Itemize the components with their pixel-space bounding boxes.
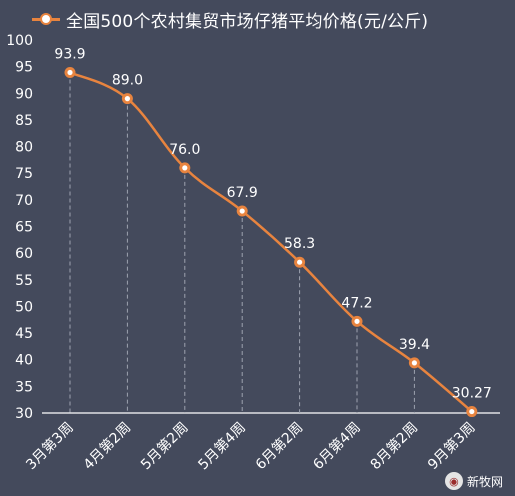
data-point-center (354, 318, 360, 324)
x-tick-label: 8月第2周 (367, 419, 421, 473)
x-tick-label: 3月第3周 (23, 419, 77, 473)
data-label: 30.27 (452, 386, 492, 402)
data-label: 76.0 (169, 142, 200, 158)
y-tick-label: 100 (6, 33, 33, 49)
y-tick-label: 70 (15, 193, 33, 209)
data-point-center (182, 165, 188, 171)
data-point-center (124, 96, 130, 102)
chart-legend: 全国500个农村集贸市场仔猪平均价格(元/公斤) (32, 6, 428, 32)
legend-swatch (32, 12, 60, 26)
y-tick-label: 50 (15, 299, 33, 315)
data-label: 58.3 (284, 236, 315, 252)
logo-icon: ◉ (444, 472, 463, 490)
data-point-center (67, 69, 73, 76)
data-label: 67.9 (227, 185, 258, 201)
y-tick-label: 65 (15, 220, 33, 236)
data-point-center (469, 408, 475, 415)
x-tick-label: 9月第3周 (424, 419, 478, 473)
data-label: 39.4 (399, 337, 430, 353)
x-tick-label: 4月第2周 (80, 419, 134, 473)
y-tick-label: 40 (15, 353, 33, 369)
x-tick-label: 5月第4周 (195, 419, 249, 473)
y-tick-label: 60 (15, 246, 33, 262)
watermark-text: 新牧网 (466, 474, 503, 489)
data-label: 47.2 (341, 295, 372, 311)
y-tick-label: 80 (15, 140, 33, 156)
series-line (69, 71, 473, 413)
data-label: 93.9 (54, 47, 85, 63)
y-tick-label: 35 (15, 379, 33, 395)
legend-swatch-marker (40, 13, 52, 25)
y-tick-label: 55 (15, 273, 33, 289)
data-label: 89.0 (112, 73, 143, 89)
x-tick-label: 5月第2周 (137, 419, 191, 473)
y-tick-label: 30 (15, 406, 33, 422)
x-tick-label: 6月第4周 (310, 419, 364, 473)
y-tick-label: 45 (15, 326, 33, 342)
data-point-center (297, 259, 303, 265)
data-point-center (411, 360, 417, 366)
y-tick-label: 85 (15, 113, 33, 129)
y-tick-label: 95 (15, 60, 33, 76)
x-tick-label: 6月第2周 (252, 419, 306, 473)
y-tick-label: 90 (15, 86, 33, 102)
watermark: ◉ 新牧网 (444, 472, 503, 490)
y-tick-label: 75 (15, 166, 33, 182)
legend-label: 全国500个农村集贸市场仔猪平均价格(元/公斤) (66, 11, 429, 32)
data-point-center (239, 208, 245, 214)
